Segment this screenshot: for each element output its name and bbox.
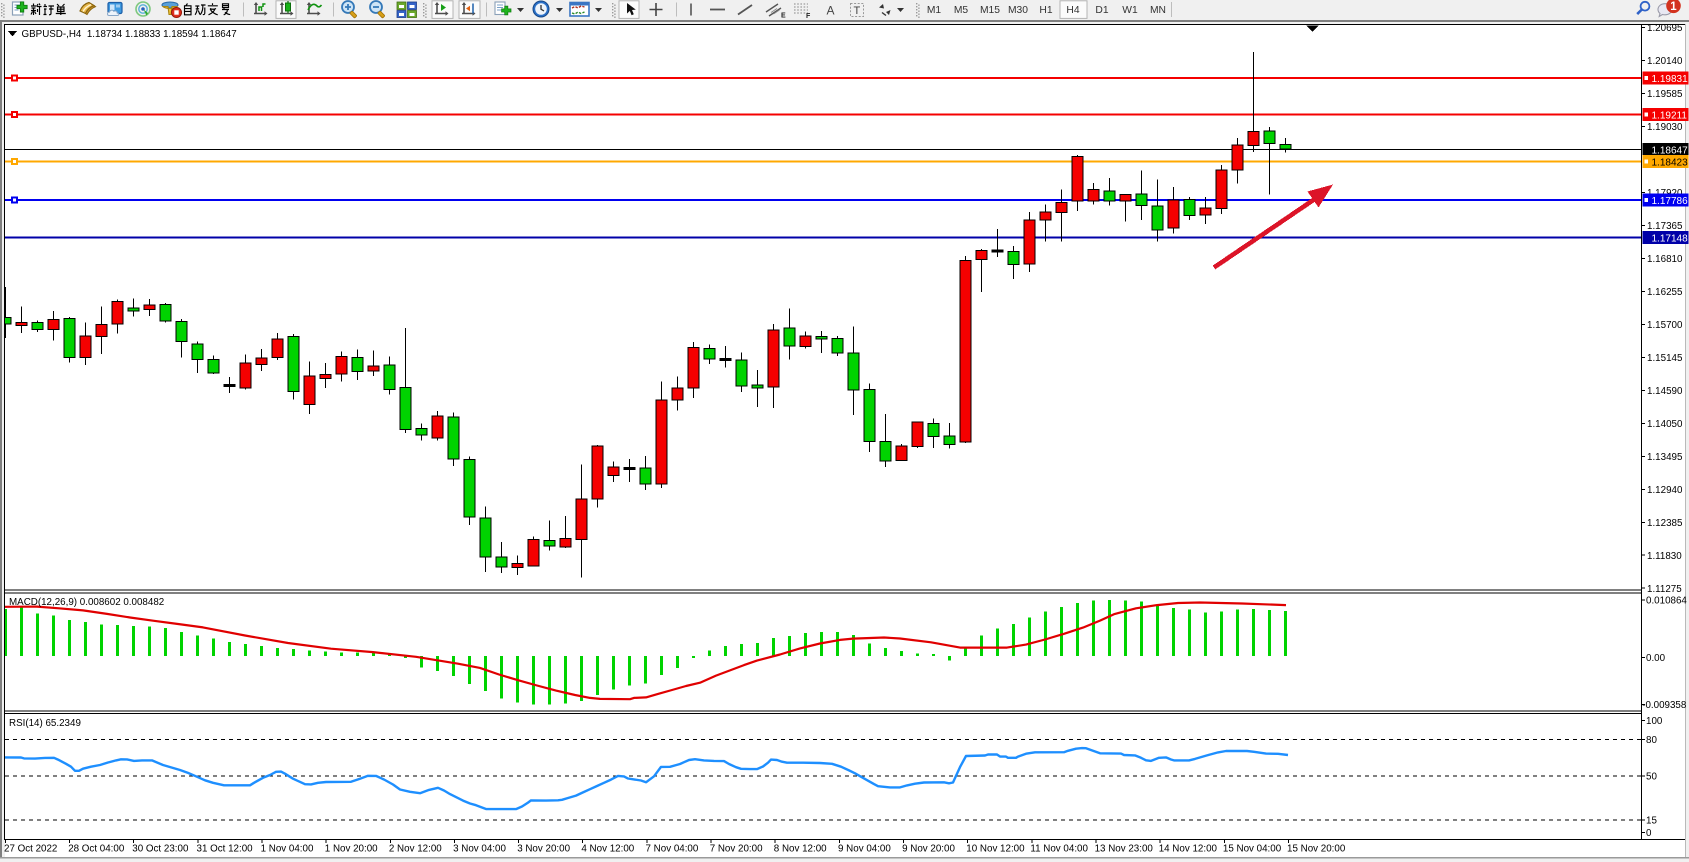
- svg-text:1.14050: 1.14050: [1647, 419, 1683, 430]
- svg-text:31 Oct 12:00: 31 Oct 12:00: [197, 844, 254, 855]
- svg-text:9 Nov 20:00: 9 Nov 20:00: [902, 844, 955, 855]
- svg-text:GBPUSD-,H4 1.18734 1.18833 1.: GBPUSD-,H4 1.18734 1.18833 1.18594 1.186…: [22, 29, 237, 40]
- svg-text:1: 1: [1670, 1, 1677, 13]
- svg-text:1.14590: 1.14590: [1647, 386, 1683, 397]
- svg-text:1.20140: 1.20140: [1647, 56, 1683, 67]
- svg-text:1.15145: 1.15145: [1647, 353, 1683, 364]
- svg-text:0.010864: 0.010864: [1646, 596, 1687, 607]
- svg-text:M15: M15: [980, 5, 1000, 16]
- svg-text:50: 50: [1646, 772, 1657, 783]
- svg-text:80: 80: [1646, 735, 1657, 746]
- svg-text:1.11275: 1.11275: [1647, 584, 1682, 595]
- svg-text:15 Nov 20:00: 15 Nov 20:00: [1287, 844, 1346, 855]
- svg-text:1.16255: 1.16255: [1647, 287, 1683, 298]
- svg-text:1.19030: 1.19030: [1647, 122, 1683, 133]
- svg-text:1.18423: 1.18423: [1652, 157, 1689, 168]
- svg-text:1.17148: 1.17148: [1652, 233, 1689, 244]
- svg-text:H4: H4: [1066, 5, 1079, 16]
- svg-text:1.16810: 1.16810: [1647, 254, 1683, 265]
- svg-text:M1: M1: [927, 5, 942, 16]
- svg-text:M30: M30: [1008, 5, 1028, 16]
- svg-text:14 Nov 12:00: 14 Nov 12:00: [1159, 844, 1218, 855]
- svg-text:1.19831: 1.19831: [1652, 74, 1689, 85]
- svg-text:30 Oct 23:00: 30 Oct 23:00: [132, 844, 189, 855]
- svg-text:1 Nov 04:00: 1 Nov 04:00: [261, 844, 314, 855]
- svg-text:D1: D1: [1095, 5, 1108, 16]
- svg-text:RSI(14) 65.2349: RSI(14) 65.2349: [9, 718, 81, 729]
- svg-text:7 Nov 20:00: 7 Nov 20:00: [710, 844, 763, 855]
- svg-text:1.12940: 1.12940: [1647, 485, 1683, 496]
- svg-text:1.12385: 1.12385: [1647, 518, 1683, 529]
- svg-text:0.00: 0.00: [1646, 653, 1666, 664]
- svg-text:MN: MN: [1150, 5, 1166, 16]
- svg-text:100: 100: [1646, 716, 1663, 727]
- svg-text:W1: W1: [1122, 5, 1138, 16]
- svg-text:11 Nov 04:00: 11 Nov 04:00: [1030, 844, 1088, 855]
- svg-text:1.17365: 1.17365: [1647, 221, 1683, 232]
- svg-text:15 Nov 04:00: 15 Nov 04:00: [1223, 844, 1282, 855]
- svg-text:1.13495: 1.13495: [1647, 452, 1683, 463]
- svg-text:8 Nov 12:00: 8 Nov 12:00: [774, 844, 827, 855]
- svg-text:7 Nov 04:00: 7 Nov 04:00: [646, 844, 699, 855]
- svg-text:27 Oct 2022: 27 Oct 2022: [4, 844, 57, 855]
- svg-text:1.15700: 1.15700: [1647, 320, 1683, 331]
- svg-text:2 Nov 12:00: 2 Nov 12:00: [389, 844, 442, 855]
- svg-text:MACD(12,26,9) 0.008602 0.00848: MACD(12,26,9) 0.008602 0.008482: [9, 597, 164, 608]
- svg-text:15: 15: [1646, 816, 1657, 827]
- svg-text:1.20695: 1.20695: [1647, 23, 1683, 34]
- svg-text:T: T: [854, 5, 861, 17]
- svg-text:F: F: [806, 13, 811, 20]
- svg-text:1.17786: 1.17786: [1652, 196, 1689, 207]
- svg-text:1.19211: 1.19211: [1652, 110, 1688, 121]
- svg-text:10 Nov 12:00: 10 Nov 12:00: [966, 844, 1025, 855]
- svg-text:A: A: [827, 4, 835, 18]
- svg-text:-0.009358: -0.009358: [1642, 700, 1687, 711]
- svg-text:3 Nov 20:00: 3 Nov 20:00: [517, 844, 570, 855]
- svg-text:28 Oct 04:00: 28 Oct 04:00: [68, 844, 125, 855]
- svg-text:H1: H1: [1039, 5, 1052, 16]
- svg-text:1.11830: 1.11830: [1647, 551, 1682, 562]
- svg-text:1.18647: 1.18647: [1652, 145, 1689, 156]
- svg-text:1 Nov 20:00: 1 Nov 20:00: [325, 844, 378, 855]
- svg-text:13 Nov 23:00: 13 Nov 23:00: [1095, 844, 1154, 855]
- svg-text:E: E: [781, 13, 786, 20]
- svg-text:9 Nov 04:00: 9 Nov 04:00: [838, 844, 891, 855]
- svg-text:0: 0: [1646, 828, 1652, 839]
- svg-text:1.19585: 1.19585: [1647, 89, 1683, 100]
- svg-text:M5: M5: [954, 5, 969, 16]
- svg-text:4 Nov 12:00: 4 Nov 12:00: [581, 844, 634, 855]
- svg-text:3 Nov 04:00: 3 Nov 04:00: [453, 844, 506, 855]
